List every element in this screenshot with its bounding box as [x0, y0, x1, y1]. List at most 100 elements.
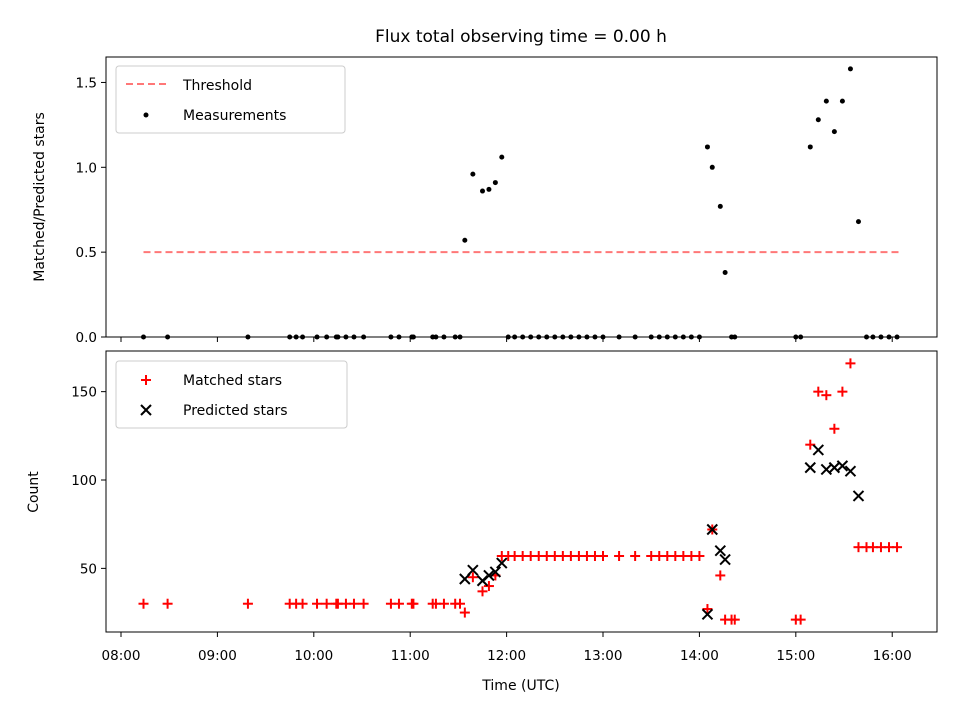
measurement-point — [704, 144, 710, 150]
x-tick-label: 14:00 — [680, 648, 719, 664]
x-tick-label: 16:00 — [873, 648, 912, 664]
top-legend: Threshold Measurements — [115, 65, 346, 134]
measurement-point — [709, 164, 715, 170]
bottom-panel-y-axis-label: Count — [26, 471, 42, 513]
legend-predicted-swatch — [140, 404, 152, 416]
bottom-panel-x-ticks: 08:00 09:00 10:00 11:00 12:00 13:00 14:00 15:00… — [102, 632, 912, 664]
measurement-point — [807, 144, 813, 150]
matched-star-point — [408, 598, 419, 609]
matched-star-point — [729, 614, 740, 625]
x-tick-label: 13:00 — [584, 648, 623, 664]
y-tick-label: 1.5 — [76, 75, 97, 91]
matched-star-point — [702, 604, 713, 615]
matched-star-point — [438, 598, 449, 609]
matched-star-point — [242, 598, 253, 609]
predicted-star-point — [701, 608, 714, 621]
bottom-panel-frame — [105, 350, 938, 633]
x-axis-label: Time (UTC) — [481, 678, 559, 694]
y-tick-label: 150 — [71, 385, 97, 401]
legend-threshold-label: Threshold — [182, 78, 252, 94]
predicted-star-point — [719, 553, 731, 566]
matched-star-point — [393, 598, 404, 609]
matched-star-point — [813, 386, 824, 397]
x-tick-label: 11:00 — [391, 648, 430, 664]
bottom-panel: 50 100 150 08:00 09:00 10:00 11:00 12:00 13:00 1… — [26, 350, 938, 694]
matched-star-point — [138, 598, 149, 609]
legend-measurements-label: Measurements — [183, 108, 286, 124]
predicted-star-point — [852, 490, 865, 502]
measurement-point — [486, 186, 492, 192]
bottom-legend: Matched stars Predicted stars — [115, 360, 348, 429]
legend-matched-label: Matched stars — [183, 373, 282, 389]
matched-star-point — [694, 551, 705, 562]
predicted-star-point — [496, 557, 508, 569]
predicted-star-point — [706, 523, 718, 536]
matched-star-point — [837, 386, 848, 397]
matched-star-point — [829, 423, 840, 434]
top-panel-y-axis-label: Matched/Predicted stars — [32, 112, 48, 282]
measurement-point — [717, 203, 723, 209]
x-tick-label: 12:00 — [487, 648, 526, 664]
x-tick-label: 10:00 — [294, 648, 333, 664]
bottom-panel-marks — [138, 358, 903, 625]
measurement-point — [722, 270, 728, 276]
y-tick-label: 100 — [71, 473, 97, 489]
x-tick-label: 08:00 — [102, 648, 141, 664]
predicted-star-point — [804, 461, 816, 474]
bottom-panel-y-ticks: 50 100 150 — [71, 385, 106, 577]
measurement-point — [492, 180, 498, 186]
predicted-star-point — [836, 460, 849, 472]
predicted-star-point — [489, 566, 502, 578]
predicted-star-point — [812, 444, 825, 456]
top-panel: 0.0 0.5 1.0 1.5 Matched/Predicted stars Thr… — [32, 56, 938, 346]
predicted-star-point — [467, 564, 479, 576]
measurement-point — [823, 98, 829, 104]
measurement-point — [855, 219, 861, 225]
measurement-point — [847, 66, 853, 72]
measurement-point — [462, 237, 468, 243]
x-tick-label: 15:00 — [776, 648, 815, 664]
bottom-legend-box — [115, 360, 348, 429]
matched-star-point — [358, 598, 369, 609]
y-tick-label: 0.0 — [76, 330, 97, 346]
matched-star-point — [795, 614, 806, 625]
predicted-star-point — [844, 465, 857, 477]
matched-star-point — [483, 581, 494, 592]
matched-star-point — [845, 358, 856, 369]
measurement-point — [815, 117, 821, 123]
matched-star-point — [321, 598, 332, 609]
matched-star-point — [630, 551, 641, 562]
measurement-point — [480, 188, 486, 194]
matched-star-point — [297, 598, 308, 609]
top-panel-x-ticks — [120, 337, 893, 342]
matched-star-point — [805, 439, 816, 450]
matched-star-point — [312, 598, 323, 609]
matched-star-point — [614, 551, 625, 562]
matched-star-point — [715, 570, 726, 581]
matched-star-point — [467, 572, 478, 583]
chart-title: Flux total observing time = 0.00 h — [375, 27, 667, 47]
matched-star-point — [477, 586, 488, 597]
measurement-point — [831, 129, 837, 135]
measurement-point — [499, 154, 505, 160]
y-tick-label: 1.0 — [76, 160, 97, 176]
legend-measurements-swatch — [143, 112, 149, 118]
y-tick-label: 0.5 — [76, 245, 97, 261]
y-tick-label: 50 — [80, 561, 97, 577]
top-panel-y-ticks: 0.0 0.5 1.0 1.5 — [76, 75, 106, 346]
top-panel-frame — [105, 56, 938, 338]
matched-star-point — [455, 598, 466, 609]
matched-star-point — [598, 551, 609, 562]
predicted-star-point — [714, 544, 727, 557]
matched-star-point — [162, 598, 173, 609]
matched-star-point — [821, 390, 832, 401]
legend-matched-swatch — [141, 375, 151, 385]
measurement-point — [470, 171, 476, 177]
measurement-point — [839, 98, 845, 104]
matched-star-point — [892, 542, 903, 553]
x-tick-label: 09:00 — [198, 648, 237, 664]
predicted-star-point — [483, 569, 495, 582]
matched-star-point — [459, 607, 470, 618]
legend-predicted-label: Predicted stars — [183, 403, 288, 419]
